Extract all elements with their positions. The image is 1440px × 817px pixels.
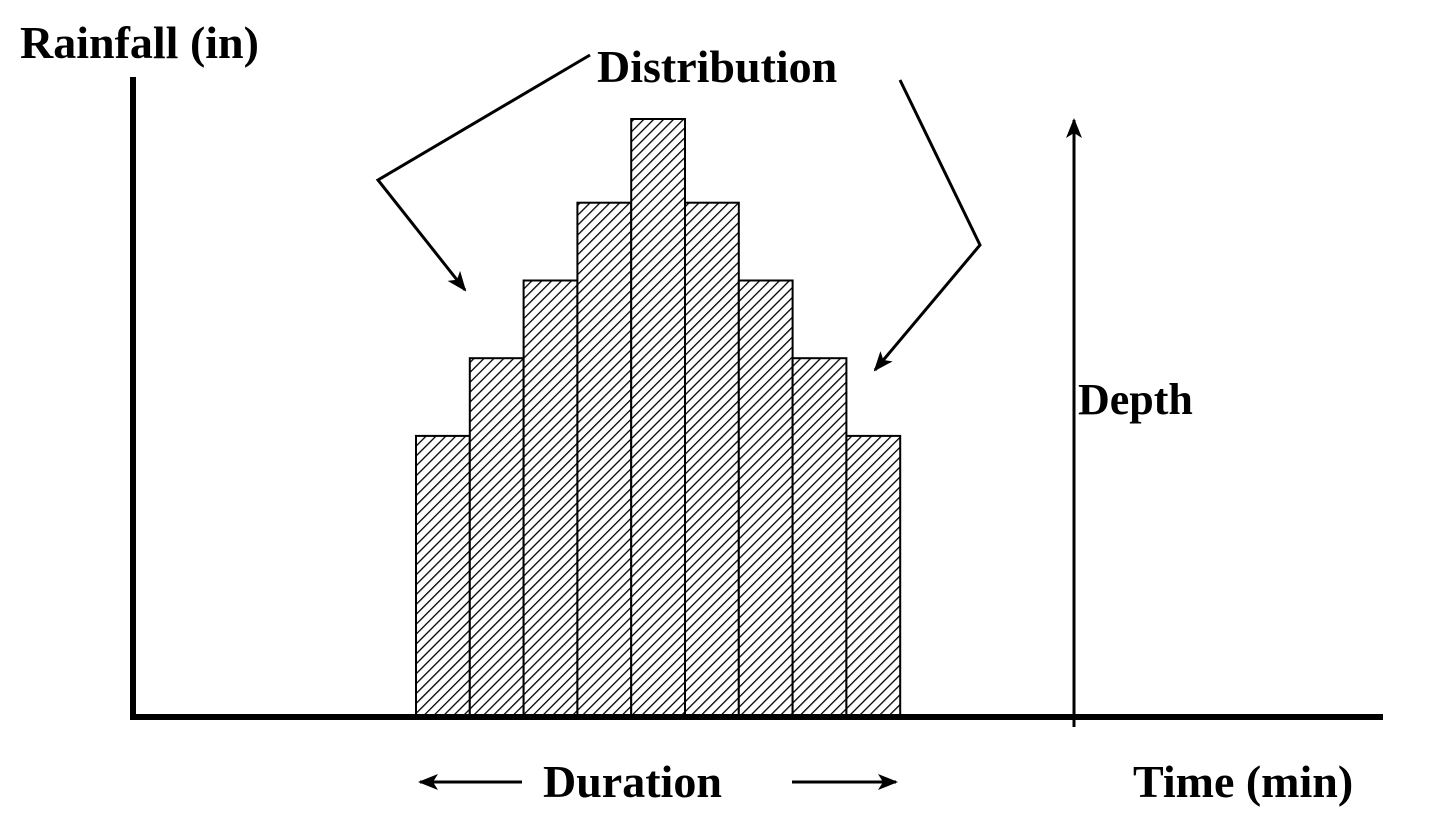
distribution-arrow-left bbox=[375, 53, 591, 292]
rainfall-bars bbox=[415, 118, 902, 718]
rainfall-bar-1 bbox=[415, 434, 471, 718]
rainfall-bar-9 bbox=[845, 434, 902, 718]
x-axis-label: Time (min) bbox=[1133, 756, 1353, 807]
duration-label: Duration bbox=[543, 756, 722, 807]
rainfall-bar-8 bbox=[791, 357, 848, 718]
depth-label: Depth bbox=[1078, 375, 1193, 424]
rainfall-bar-4 bbox=[576, 201, 633, 718]
rainfall-bar-7 bbox=[737, 279, 794, 718]
distribution-arrow-right bbox=[873, 79, 982, 372]
distribution-label: Distribution bbox=[597, 41, 837, 92]
rainfall-bar-2 bbox=[468, 357, 525, 718]
rainfall-bar-5 bbox=[630, 118, 687, 718]
y-axis-label: Rainfall (in) bbox=[20, 17, 259, 68]
rainfall-bar-6 bbox=[684, 201, 740, 718]
rainfall-bar-3 bbox=[522, 279, 579, 718]
